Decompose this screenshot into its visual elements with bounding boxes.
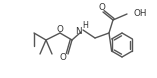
Text: OH: OH (134, 9, 147, 17)
Text: H: H (82, 22, 88, 30)
Text: O: O (60, 54, 66, 62)
Text: O: O (57, 24, 63, 33)
Text: N: N (76, 27, 82, 35)
Text: O: O (99, 4, 106, 12)
